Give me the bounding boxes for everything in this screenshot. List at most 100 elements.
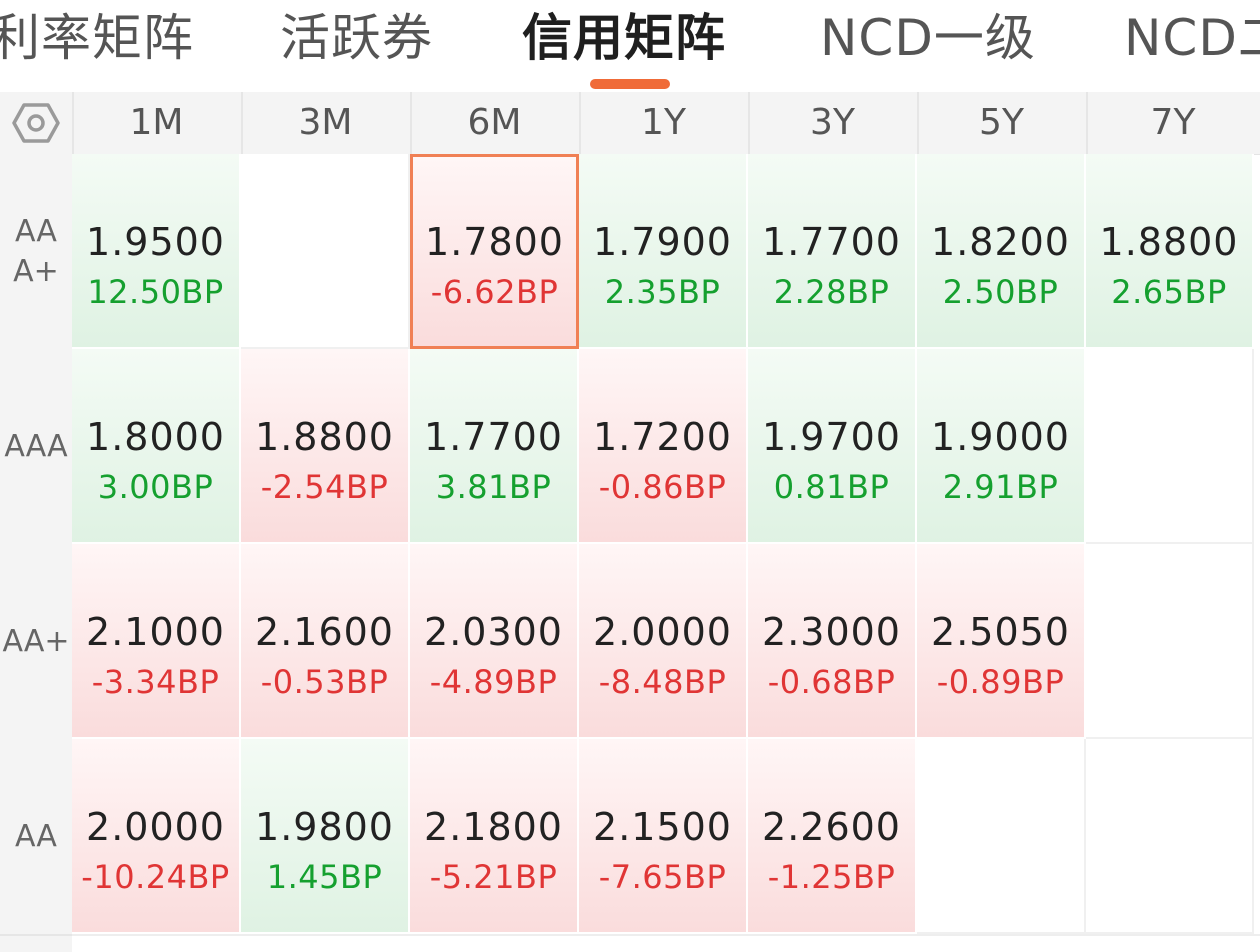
cell-change-bp: 2.65BP (1111, 273, 1227, 311)
column-header-1m: 1M (72, 92, 243, 154)
cell-yield: 1.8000 (86, 415, 225, 459)
row-header: AAA (0, 349, 72, 546)
cell-change-bp: 2.50BP (942, 273, 1059, 311)
cell-yield: 1.9700 (762, 415, 901, 459)
cell-yield: 2.1600 (255, 610, 394, 654)
matrix-cell[interactable]: 1.9700 0.81BP (748, 349, 917, 544)
row-header: AAA+ (0, 154, 72, 351)
tab-ncd-primary[interactable]: NCD一级 (820, 9, 1036, 67)
cell-change-bp: -2.54BP (260, 468, 389, 506)
matrix-cell[interactable]: 2.1600 -0.53BP (241, 544, 410, 739)
row-header-label: AA (15, 818, 57, 854)
cell-change-bp: -10.24BP (81, 858, 230, 896)
row-header-label: AA+ (2, 623, 70, 659)
cell-change-bp: -0.86BP (598, 468, 727, 506)
cell-change-bp: 0.81BP (773, 468, 890, 506)
cell-change-bp: -3.34BP (91, 663, 220, 701)
matrix-cell[interactable]: 1.9800 1.45BP (241, 739, 410, 934)
row-header-label: AAA (4, 428, 68, 464)
cell-yield: 2.3000 (762, 610, 901, 654)
matrix-cell[interactable]: 2.1500 -7.65BP (579, 739, 748, 934)
matrix-cell[interactable]: 1.7700 2.28BP (748, 154, 917, 349)
matrix-cell[interactable]: 1.9000 2.91BP (917, 349, 1086, 544)
cell-yield: 1.7200 (593, 415, 732, 459)
matrix-cell[interactable]: 1.7200 -0.86BP (579, 349, 748, 544)
column-header-6m: 6M (410, 92, 581, 154)
column-header-row: 1M 3M 6M 1Y 3Y 5Y 7Y (0, 92, 1260, 155)
matrix-cell[interactable]: 1.8800 -2.54BP (241, 349, 410, 544)
matrix-cell[interactable]: 1.7700 3.81BP (410, 349, 579, 544)
next-row-edge (0, 934, 1260, 952)
cell-change-bp: -0.53BP (260, 663, 389, 701)
cell-yield: 1.8200 (931, 220, 1070, 264)
hexagon-settings-icon (12, 103, 60, 143)
cell-yield: 1.9500 (86, 220, 225, 264)
cell-yield: 1.8800 (1099, 220, 1239, 264)
grid-settings-button[interactable] (0, 92, 74, 154)
column-header-1y: 1Y (579, 92, 750, 154)
cell-yield: 1.7800 (425, 220, 564, 264)
tab-credit-matrix[interactable]: 信用矩阵 (522, 9, 726, 67)
row-header: AA+ (0, 544, 72, 741)
cell-yield: 2.0000 (86, 805, 225, 849)
tab-bar: 利率矩阵 活跃券 信用矩阵 NCD一级 NCD二 (0, 0, 1260, 92)
cell-change-bp: 3.81BP (435, 468, 552, 506)
tab-active-bonds[interactable]: 活跃券 (280, 9, 433, 67)
matrix-cell[interactable]: 2.1800 -5.21BP (410, 739, 579, 934)
matrix-cell[interactable]: 1.8800 2.65BP (1086, 154, 1254, 349)
cell-yield: 1.7700 (424, 415, 563, 459)
matrix-cell[interactable]: 2.2600 -1.25BP (748, 739, 917, 934)
matrix-cell[interactable]: 1.9500 12.50BP (72, 154, 241, 349)
column-header-3m: 3M (241, 92, 412, 154)
cell-change-bp: -7.65BP (598, 858, 727, 896)
cell-change-bp: 3.00BP (97, 468, 214, 506)
matrix-cell[interactable]: 1.8000 3.00BP (72, 349, 241, 544)
cell-change-bp: 2.91BP (942, 468, 1059, 506)
cell-yield: 1.7900 (593, 220, 732, 264)
column-header-7y: 7Y (1086, 92, 1260, 154)
cell-yield: 1.8800 (255, 415, 394, 459)
matrix-cell[interactable]: 1.7800 -6.62BP (410, 154, 579, 349)
matrix-cell[interactable]: 1.7900 2.35BP (579, 154, 748, 349)
active-tab-indicator (590, 79, 670, 89)
cell-yield: 2.1500 (593, 805, 732, 849)
cell-yield: 2.1000 (86, 610, 225, 654)
cell-yield: 1.9000 (931, 415, 1070, 459)
cell-change-bp: -0.68BP (767, 663, 896, 701)
cell-change-bp: 2.28BP (773, 273, 890, 311)
tab-ncd-secondary[interactable]: NCD二 (1124, 9, 1260, 67)
row-header: AA (0, 739, 72, 936)
cell-change-bp: 2.35BP (604, 273, 721, 311)
cell-yield: 1.7700 (762, 220, 901, 264)
empty-cell (1086, 544, 1254, 739)
matrix-cell[interactable]: 2.1000 -3.34BP (72, 544, 241, 739)
cell-yield: 2.2600 (762, 805, 901, 849)
tab-rate-matrix[interactable]: 利率矩阵 (0, 9, 194, 67)
cell-change-bp: -8.48BP (598, 663, 727, 701)
cell-yield: 2.5050 (931, 610, 1070, 654)
empty-cell (917, 739, 1086, 934)
cell-change-bp: 12.50BP (87, 273, 224, 311)
cell-change-bp: -6.62BP (430, 273, 559, 311)
credit-matrix-grid: 1M 3M 6M 1Y 3Y 5Y 7Y AAA+ 1.9500 12.50BP 1.7800 -6… (0, 92, 1260, 952)
empty-cell (241, 154, 410, 349)
cell-yield: 2.1800 (424, 805, 563, 849)
cell-yield: 2.0300 (424, 610, 563, 654)
cell-change-bp: 1.45BP (266, 858, 383, 896)
matrix-cell[interactable]: 2.0000 -8.48BP (579, 544, 748, 739)
cell-change-bp: -4.89BP (429, 663, 558, 701)
matrix-cell[interactable]: 1.8200 2.50BP (917, 154, 1086, 349)
cell-change-bp: -5.21BP (429, 858, 558, 896)
row-header-label: AAA+ (13, 213, 59, 289)
cell-change-bp: -0.89BP (936, 663, 1065, 701)
cell-change-bp: -1.25BP (767, 858, 896, 896)
empty-cell (1086, 739, 1254, 934)
empty-cell (1086, 349, 1254, 544)
matrix-cell[interactable]: 2.0000 -10.24BP (72, 739, 241, 934)
cell-yield: 1.9800 (255, 805, 394, 849)
matrix-cell[interactable]: 2.5050 -0.89BP (917, 544, 1086, 739)
cell-yield: 2.0000 (593, 610, 732, 654)
matrix-cell[interactable]: 2.0300 -4.89BP (410, 544, 579, 739)
matrix-cell[interactable]: 2.3000 -0.68BP (748, 544, 917, 739)
